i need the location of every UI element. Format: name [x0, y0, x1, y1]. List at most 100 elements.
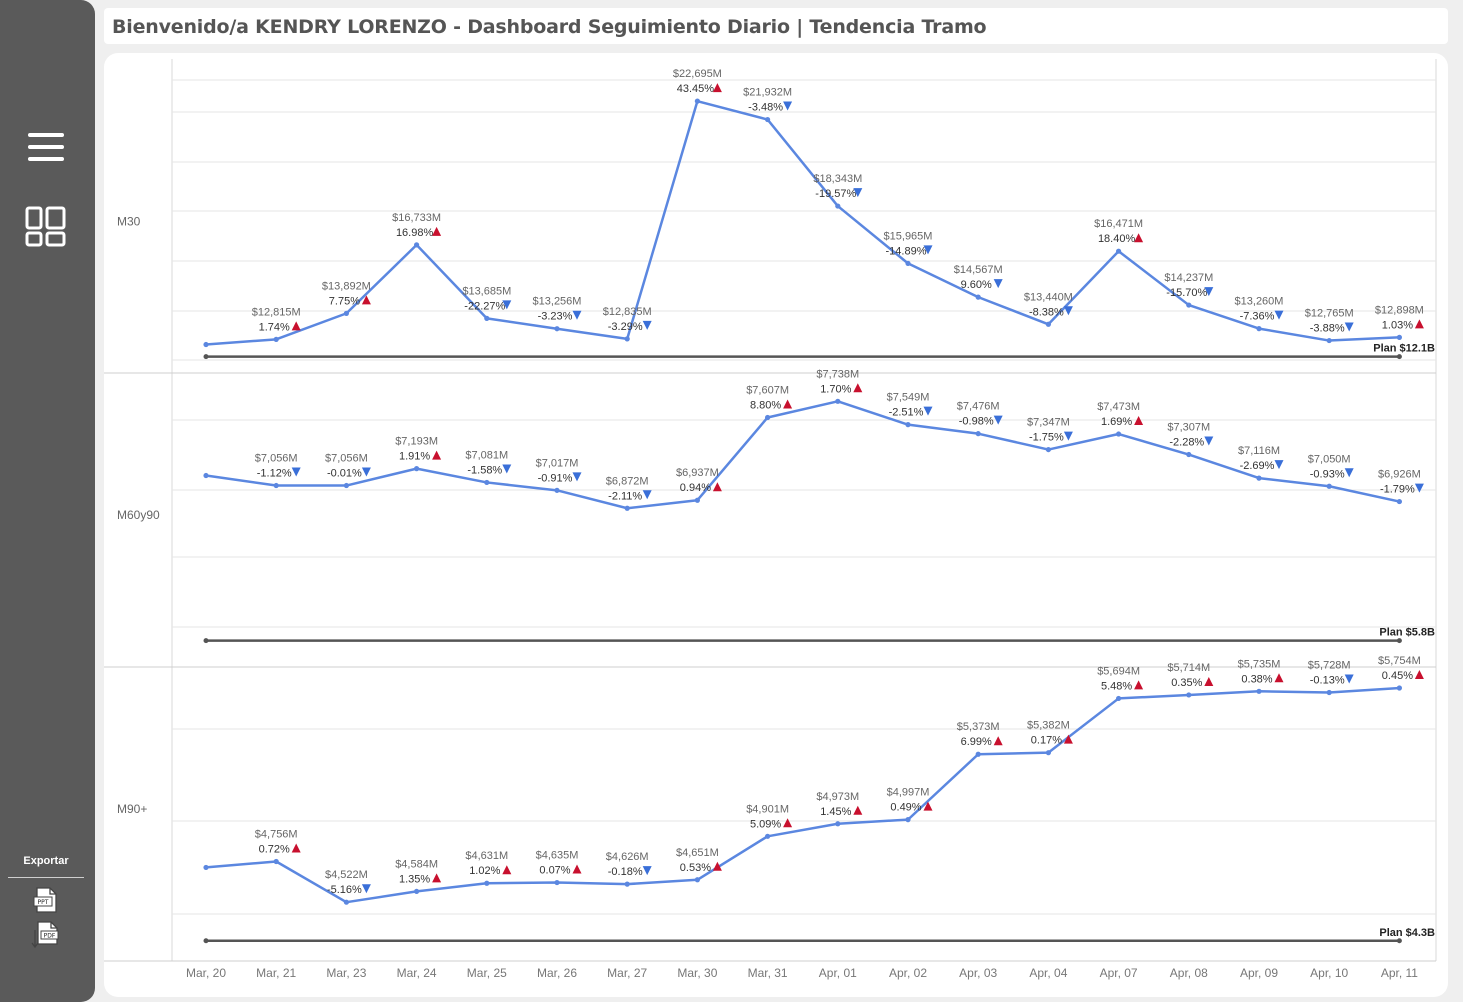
data-point — [835, 398, 841, 404]
value-label: $7,056M — [255, 453, 298, 465]
data-point — [835, 203, 841, 209]
data-point — [1045, 446, 1051, 453]
down-arrow-icon — [1344, 468, 1354, 478]
down-arrow-icon — [572, 472, 582, 482]
pct-label: 0.53% — [680, 862, 711, 874]
pct-label: -22.27% — [464, 300, 505, 312]
x-tick-label: Mar, 30 — [677, 966, 717, 980]
pct-label: 0.35% — [1171, 677, 1202, 689]
up-arrow-icon — [291, 843, 301, 853]
data-point — [835, 821, 841, 827]
data-point — [905, 422, 911, 428]
value-label: $12,815M — [252, 306, 301, 318]
value-label: $12,835M — [603, 306, 652, 318]
down-arrow-icon — [993, 415, 1003, 425]
pct-label: -15.70% — [1166, 287, 1207, 299]
pct-label: 8.80% — [750, 399, 781, 411]
pct-label: 5.48% — [1101, 680, 1132, 692]
sidebar: Exportar PPT PDF — [0, 0, 95, 1002]
data-point — [624, 336, 630, 342]
pct-label: 1.70% — [820, 383, 851, 395]
up-arrow-icon — [502, 865, 512, 875]
up-arrow-icon — [432, 226, 442, 236]
pct-label: -2.11% — [608, 490, 642, 502]
hamburger-menu-icon[interactable] — [28, 133, 64, 161]
value-label: $7,116M — [1238, 445, 1280, 457]
x-tick-label: Mar, 21 — [256, 966, 296, 980]
x-tick-label: Mar, 31 — [748, 966, 788, 980]
pct-label: 1.35% — [399, 873, 430, 885]
value-label: $4,756M — [255, 829, 298, 841]
pct-label: 6.99% — [961, 736, 992, 748]
value-label: $13,685M — [462, 285, 511, 297]
pct-label: 0.49% — [890, 802, 921, 814]
up-arrow-icon — [432, 873, 442, 883]
data-point — [554, 326, 560, 332]
export-label: Exportar — [23, 855, 69, 867]
pct-label: -3.23% — [538, 311, 573, 323]
data-point — [765, 414, 771, 421]
pct-label: -5.16% — [327, 884, 362, 896]
data-point — [1116, 431, 1122, 437]
value-label: $13,260M — [1235, 296, 1284, 308]
row-label: M30 — [117, 215, 141, 229]
x-tick-label: Mar, 25 — [467, 966, 507, 980]
dashboard-layout-icon[interactable] — [25, 206, 67, 253]
up-arrow-icon — [572, 864, 582, 874]
data-point — [484, 880, 490, 886]
panel-m60y90: M60y90 Plan $5.8B $7,056M -1.12% $7,056M -0.0… — [104, 368, 1436, 644]
pct-label: -8.38% — [1029, 306, 1064, 318]
up-arrow-icon — [1414, 669, 1424, 679]
pct-label: -7.36% — [1240, 311, 1275, 323]
value-label: $16,733M — [392, 212, 441, 224]
panel-m30: M30 Plan $12.1B $12,815M 1.74% $13,892M 7.75%… — [117, 68, 1436, 361]
row-label: M90+ — [117, 802, 147, 816]
pct-label: 18.40% — [1098, 233, 1136, 245]
value-label: $22,695M — [673, 68, 722, 80]
data-point — [1116, 248, 1122, 254]
header-bar: Bienvenido/a KENDRY LORENZO - Dashboard … — [104, 8, 1448, 44]
plan-point — [1396, 354, 1402, 360]
pct-label: -3.88% — [1310, 323, 1345, 335]
value-label: $7,017M — [536, 457, 579, 469]
value-label: $21,932M — [743, 87, 792, 99]
pct-label: 0.07% — [539, 865, 570, 877]
pct-label: -1.79% — [1380, 484, 1415, 496]
value-label: $15,965M — [884, 230, 933, 242]
up-arrow-icon — [1134, 416, 1144, 426]
plan-point — [203, 938, 209, 944]
x-tick-label: Mar, 26 — [537, 966, 577, 980]
value-label: $5,735M — [1238, 658, 1281, 670]
pct-label: 9.60% — [961, 279, 992, 291]
down-arrow-icon — [1414, 483, 1424, 493]
data-point — [273, 482, 279, 489]
export-ppt-icon[interactable]: PPT — [33, 886, 59, 919]
data-point — [1186, 692, 1192, 698]
down-arrow-icon — [1344, 322, 1354, 332]
data-point — [905, 817, 911, 823]
up-arrow-icon — [923, 801, 933, 811]
data-point — [343, 899, 349, 905]
value-label: $5,694M — [1097, 665, 1140, 677]
pct-label: 0.17% — [1031, 735, 1062, 747]
data-point — [1116, 695, 1122, 702]
export-pdf-icon[interactable]: PDF — [31, 920, 59, 955]
data-point — [1186, 302, 1192, 308]
value-label: $5,754M — [1378, 655, 1421, 667]
svg-text:PPT: PPT — [38, 899, 49, 906]
pct-label: -0.91% — [538, 472, 573, 484]
panel-m90-: M90+ Plan $4.3B $4,756M 0.72% $4,522M -5.16% $… — [104, 655, 1436, 944]
data-point — [765, 116, 771, 123]
data-point — [203, 864, 209, 871]
up-arrow-icon — [853, 383, 863, 393]
pct-label: -0.93% — [1310, 468, 1345, 480]
pct-label: -14.89% — [886, 245, 927, 257]
down-arrow-icon — [502, 464, 512, 474]
value-label: $4,901M — [746, 803, 789, 815]
value-label: $7,193M — [395, 436, 438, 448]
value-label: $13,256M — [533, 296, 582, 308]
data-point — [1256, 475, 1262, 481]
value-label: $5,714M — [1167, 662, 1210, 674]
value-label: $14,237M — [1164, 272, 1213, 284]
data-point — [1045, 321, 1051, 327]
